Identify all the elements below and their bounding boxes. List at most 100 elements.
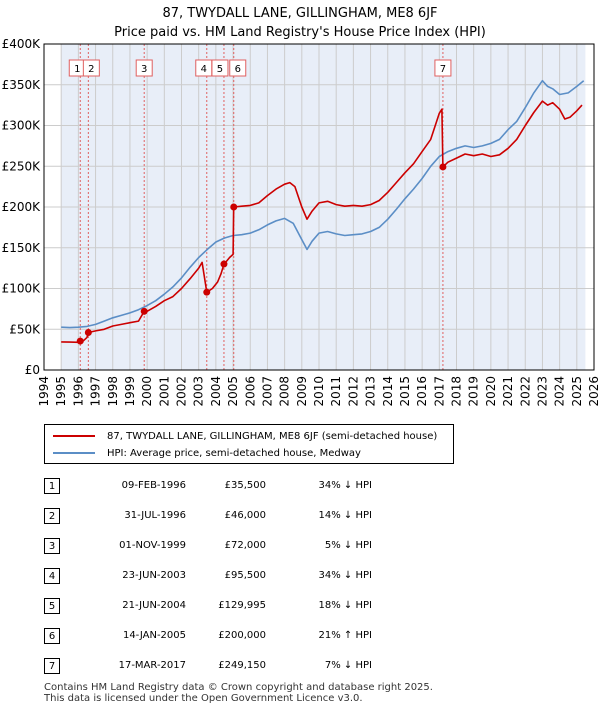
sale-date: 14-JAN-2005 [122, 630, 186, 641]
legend-label-property: 87, TWYDALL LANE, GILLINGHAM, ME8 6JF (s… [107, 430, 438, 442]
sale-date: 01-NOV-1999 [119, 540, 186, 551]
y-tick-label: £150K [2, 241, 42, 255]
sale-marker: 3 [135, 59, 153, 77]
sale-row: 5 21-JUN-2004 £129,995 18% ↓ HPI [44, 598, 404, 618]
sale-marker: 5 [211, 59, 229, 77]
sale-hpi-change: 21% ↑ HPI [318, 630, 372, 641]
sale-number-badge: 5 [44, 598, 60, 614]
x-tick-label: 2018 [450, 376, 464, 407]
y-tick-label: £400K [2, 37, 42, 51]
y-tick-label: £350K [2, 78, 42, 92]
x-tick-label: 2007 [260, 376, 274, 407]
sale-hpi-change: 7% ↓ HPI [324, 660, 372, 671]
x-tick-label: 2001 [157, 376, 171, 407]
sale-marker-box [135, 59, 153, 77]
x-tick-label: 1999 [123, 376, 137, 407]
chart-title-block: 87, TWYDALL LANE, GILLINGHAM, ME8 6JF Pr… [0, 4, 600, 42]
sale-marker-box [229, 59, 247, 77]
x-tick-label: 1995 [54, 376, 68, 407]
sale-price: £46,000 [224, 510, 266, 521]
x-tick-label: 2021 [501, 376, 515, 407]
sale-price: £200,000 [218, 630, 266, 641]
sale-row: 6 14-JAN-2005 £200,000 21% ↑ HPI [44, 628, 404, 648]
x-tick-label: 2009 [295, 376, 309, 407]
x-tick-label: 2015 [398, 376, 412, 407]
sale-point [76, 337, 84, 345]
sale-price: £95,500 [224, 570, 266, 581]
sale-marker: 2 [82, 59, 100, 77]
sale-number-badge: 1 [44, 478, 60, 494]
x-tick-label: 2017 [432, 376, 446, 407]
x-tick-label: 2014 [381, 376, 395, 407]
chart-plot: £0 £50K £100K £150K £200K £250K £300K £350K £400… [2, 37, 600, 407]
y-tick-label: £200K [2, 200, 42, 214]
sale-marker-box [434, 59, 452, 77]
sale-marker-box [211, 59, 229, 77]
sale-price: £129,995 [218, 600, 266, 611]
sale-row: 2 31-JUL-1996 £46,000 14% ↓ HPI [44, 508, 404, 528]
sale-hpi-change: 5% ↓ HPI [324, 540, 372, 551]
sale-number-badge: 4 [44, 568, 60, 584]
x-tick-label: 1998 [106, 376, 120, 407]
sale-point [84, 329, 92, 337]
y-tick-label: £250K [2, 159, 42, 173]
x-tick-label: 2006 [243, 376, 257, 407]
sale-price: £249,150 [218, 660, 266, 671]
sale-point [203, 288, 211, 296]
sale-row: 7 17-MAR-2017 £249,150 7% ↓ HPI [44, 658, 404, 678]
legend-item-hpi: HPI: Average price, semi-detached house,… [53, 445, 361, 461]
x-tick-label: 2011 [329, 376, 343, 407]
footer-attribution: Contains HM Land Registry data © Crown c… [44, 682, 433, 704]
footer-line-2: This data is licensed under the Open Gov… [44, 693, 363, 704]
sale-marker-label: 7 [440, 64, 446, 75]
x-tick-label: 2016 [415, 376, 429, 407]
legend-swatch-property [53, 435, 95, 437]
sale-price: £35,500 [224, 480, 266, 491]
sale-point [439, 163, 447, 171]
sale-date: 31-JUL-1996 [124, 510, 186, 521]
footer-line-1: Contains HM Land Registry data © Crown c… [44, 682, 433, 693]
series-line-hpi [61, 79, 585, 329]
sale-marker-box [82, 59, 100, 77]
sale-point [230, 203, 238, 211]
x-tick-label: 2025 [570, 376, 584, 407]
x-tick-label: 1997 [89, 376, 103, 407]
sale-marker-label: 2 [88, 64, 94, 75]
sale-price: £72,000 [224, 540, 266, 551]
sale-marker: 4 [195, 59, 213, 77]
sale-hpi-change: 14% ↓ HPI [318, 510, 372, 521]
sale-point [220, 260, 228, 268]
sale-row: 3 01-NOV-1999 £72,000 5% ↓ HPI [44, 538, 404, 558]
x-tick-label: 2026 [587, 376, 600, 407]
legend-label-hpi: HPI: Average price, semi-detached house,… [107, 447, 361, 459]
sale-hpi-change: 34% ↓ HPI [318, 570, 372, 581]
sale-number-badge: 3 [44, 538, 60, 554]
x-tick-label: 2023 [535, 376, 549, 407]
y-tick-label: £0 [25, 363, 40, 377]
x-tick-label: 2024 [553, 376, 567, 407]
sale-row: 4 23-JUN-2003 £95,500 34% ↓ HPI [44, 568, 404, 588]
x-tick-label: 2019 [467, 376, 481, 407]
sale-hpi-change: 18% ↓ HPI [318, 600, 372, 611]
sale-marker-label: 1 [74, 64, 80, 75]
x-tick-label: 2002 [175, 376, 189, 407]
sale-marker-label: 3 [141, 64, 147, 75]
sale-date: 23-JUN-2003 [122, 570, 186, 581]
sale-marker-label: 6 [235, 64, 241, 75]
x-tick-label: 2020 [484, 376, 498, 407]
x-tick-label: 2022 [518, 376, 532, 407]
x-tick-label: 2004 [209, 376, 223, 407]
sale-marker: 6 [229, 59, 247, 77]
sale-date: 21-JUN-2004 [122, 600, 186, 611]
sale-number-badge: 7 [44, 658, 60, 674]
legend-swatch-hpi [53, 452, 95, 454]
sale-number-badge: 6 [44, 628, 60, 644]
chart-subtitle: Price paid vs. HM Land Registry's House … [114, 25, 486, 40]
y-tick-label: £50K [9, 322, 41, 336]
sale-date: 17-MAR-2017 [118, 660, 186, 671]
sale-date: 09-FEB-1996 [121, 480, 186, 491]
sale-hpi-change: 34% ↓ HPI [318, 480, 372, 491]
chart-legend: 87, TWYDALL LANE, GILLINGHAM, ME8 6JF (s… [44, 424, 454, 464]
sale-marker-label: 5 [217, 64, 223, 75]
y-tick-label: £300K [2, 119, 42, 133]
